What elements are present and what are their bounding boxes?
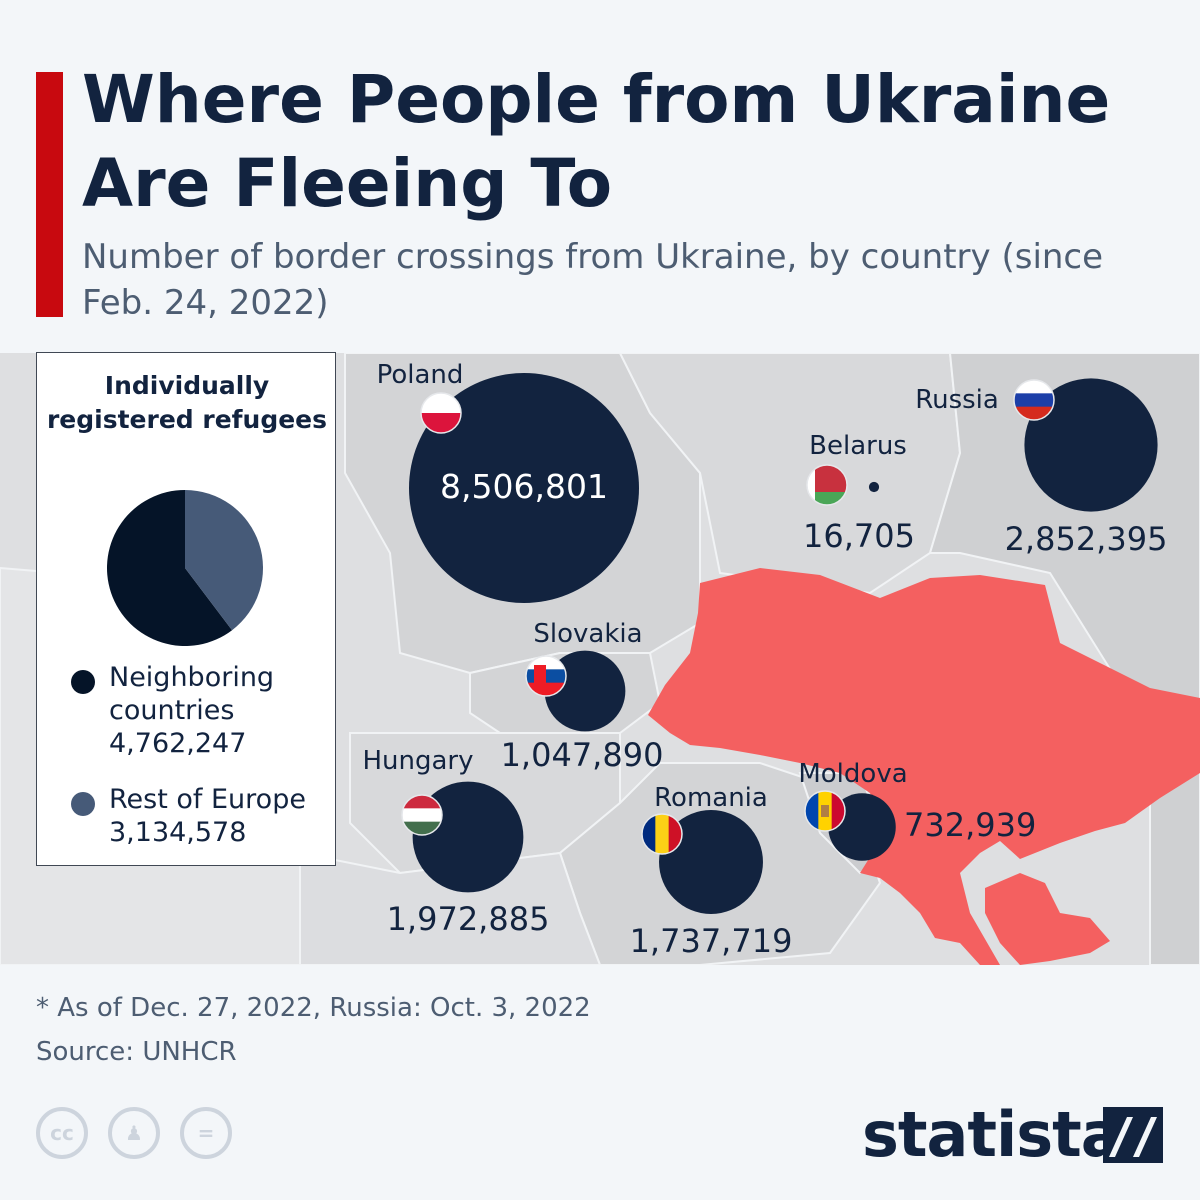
legend-dot-neighboring [71,670,95,694]
legend-label-rest-of-europe: Rest of Europe [109,784,306,815]
legend-box: Individually registered refugees Neighbo… [36,352,336,866]
legend-title: Individually registered refugees [46,371,328,434]
legend-value-neighboring: 4,762,247 [109,728,247,759]
legend-pie-chart [107,490,264,646]
accent-bar [36,72,63,317]
source-note: Source: UNHCR [36,1037,237,1067]
page-title: Where People from Ukraine Are Fleeing To [82,61,1111,222]
pie-slice-rest-of-europe [185,490,264,631]
pie-slice-neighboring [107,490,233,646]
footnote: * As of Dec. 27, 2022, Russia: Oct. 3, 2… [36,993,591,1023]
statista-logo-text[interactable]: statista [862,1098,1123,1171]
page-subtitle: Number of border crossings from Ukraine,… [82,237,1104,323]
legend-dot-rest-of-europe [71,792,95,816]
legend-value-rest-of-europe: 3,134,578 [109,817,247,848]
no-derivatives-icon[interactable]: = [180,1107,232,1159]
ukraine-shape [648,568,1200,965]
land-south [299,851,602,965]
attribution-icon[interactable]: ♟ [108,1107,160,1159]
statista-logo-icon[interactable] [1103,1107,1163,1163]
creative-commons-icon[interactable]: cc [36,1107,88,1159]
legend-label-neighboring: Neighboring countries [109,662,275,726]
crimea-shape [985,873,1110,965]
